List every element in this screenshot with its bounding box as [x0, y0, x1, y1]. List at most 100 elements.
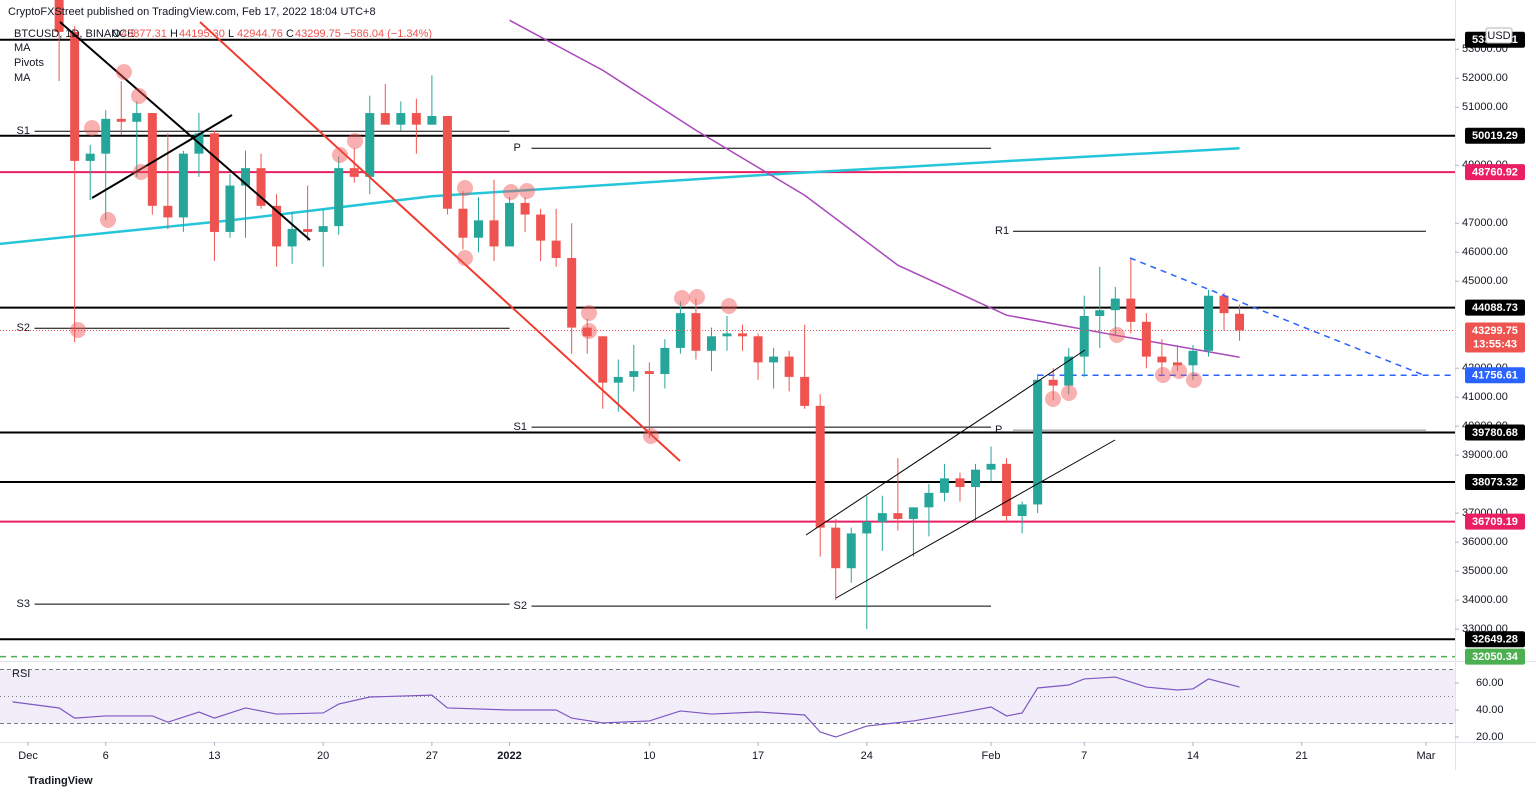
rsi-plot — [0, 668, 1455, 738]
candle-body — [132, 113, 142, 122]
y-tick-label: 47000.00 — [1462, 217, 1508, 229]
candle-body — [458, 208, 468, 238]
marker — [721, 298, 737, 314]
candle-body — [567, 258, 577, 328]
candle-body — [831, 527, 841, 569]
pivot-label: R1 — [995, 225, 1009, 237]
x-tick-label: 21 — [1296, 750, 1308, 762]
markers — [70, 64, 1202, 444]
level-badge — [1465, 631, 1525, 648]
candle-body — [800, 376, 810, 406]
moving-average — [509, 19, 1240, 358]
level-label: 41756.61 — [1472, 370, 1518, 382]
candle-body — [163, 205, 173, 218]
moving-average — [0, 147, 1240, 246]
candle-body — [365, 113, 375, 177]
y-tick-label: 45000.00 — [1462, 275, 1508, 287]
candle-body — [427, 115, 437, 125]
candle-body — [209, 133, 219, 232]
pivot-label: P — [995, 424, 1002, 436]
marker — [457, 180, 473, 196]
marker — [332, 147, 348, 163]
ohlc-prefix: O — [112, 28, 121, 40]
symbol: BTCUSD, 1D, BINANCE — [14, 28, 134, 40]
y-tick-label: 46000.00 — [1462, 246, 1508, 258]
candle-body — [101, 118, 111, 154]
x-tick-label: 27 — [426, 750, 438, 762]
level-badge — [1465, 367, 1525, 384]
ohlc-prefix: L — [228, 28, 234, 40]
marker — [674, 290, 690, 306]
level-label: 39780.68 — [1472, 427, 1518, 439]
candle-body — [1188, 350, 1198, 366]
candle-body — [318, 226, 328, 232]
level-badge — [1465, 513, 1525, 530]
brand: TradingView — [28, 775, 93, 787]
legend: BTCUSD, 1D, BINANCE MA Pivots MA RSI — [12, 28, 134, 680]
y-tick-label: 51000.00 — [1462, 101, 1508, 113]
pivot-label: S2 — [17, 322, 30, 334]
rsi-label: RSI — [12, 668, 30, 680]
marker — [503, 184, 519, 200]
candle-body — [769, 356, 779, 363]
x-tick-label: 24 — [861, 750, 873, 762]
ohlc-prefix: H — [170, 28, 178, 40]
ohlc-value: 42944.76 — [237, 28, 283, 40]
level-label: 48760.92 — [1472, 167, 1518, 179]
candle-body — [908, 507, 918, 519]
candle-body — [1172, 362, 1182, 366]
candle-body — [986, 463, 996, 470]
x-tick-label: 10 — [643, 750, 655, 762]
x-tick-label: 17 — [752, 750, 764, 762]
candle-body — [1235, 313, 1245, 331]
candle-body — [1126, 298, 1136, 322]
indicator: Pivots — [14, 57, 44, 69]
candle-body — [178, 153, 188, 218]
level-label: 32050.34 — [1472, 651, 1519, 663]
level-badge — [1465, 164, 1525, 181]
trend-line — [59, 21, 311, 241]
candle-body — [380, 113, 390, 125]
y-tick-label: 35000.00 — [1462, 565, 1508, 577]
marker — [457, 250, 473, 266]
main-pane: S1 S2 S3 P S1 S2 R1 P — [0, 0, 1455, 658]
candle-body — [675, 313, 685, 348]
pivot-label: S3 — [17, 598, 30, 610]
candle-body — [551, 240, 561, 259]
indicator: MA — [14, 42, 31, 54]
candle-body — [784, 356, 794, 377]
candle-body — [1079, 316, 1089, 357]
candle-body — [396, 113, 406, 125]
candle-body — [287, 229, 297, 247]
channel-line — [805, 349, 1086, 536]
ohlc-value: 43299.75 — [295, 28, 341, 40]
candle-body — [116, 118, 126, 122]
candle-body — [1064, 356, 1074, 386]
candle-body — [1203, 295, 1213, 351]
y-tick-label: 52000.00 — [1462, 72, 1508, 84]
candle-body — [862, 521, 872, 534]
marker — [84, 120, 100, 136]
y-tick-label: 41000.00 — [1462, 391, 1508, 403]
price-badge — [1465, 322, 1525, 353]
rsi-pane — [0, 662, 1455, 742]
channel-line — [835, 439, 1116, 599]
marker — [581, 323, 597, 339]
candle-body — [691, 313, 701, 351]
candle-body — [815, 405, 825, 528]
x-tick-label: 7 — [1081, 750, 1087, 762]
candle-body — [241, 168, 251, 186]
marker — [133, 164, 149, 180]
candle-body — [349, 168, 359, 177]
ohlc-value: 43877.31 — [121, 28, 167, 40]
ohlc-change: −586.04 (−1.34%) — [344, 28, 432, 40]
x-tick-label: 14 — [1187, 750, 1199, 762]
x-tick-label: 2022 — [497, 750, 521, 762]
candle-body — [1110, 298, 1120, 311]
rsi-tick-label: 40.00 — [1476, 704, 1504, 716]
x-tick-label: 20 — [317, 750, 329, 762]
candle-body — [753, 336, 763, 363]
ohlc-value: 44195.30 — [179, 28, 225, 40]
